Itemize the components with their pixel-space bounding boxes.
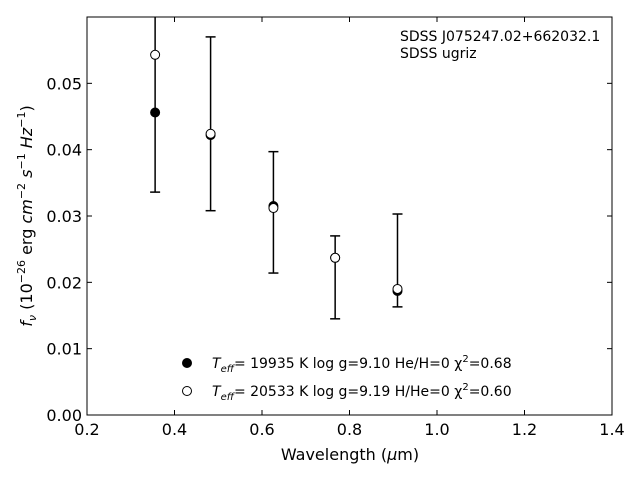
legend-marker-filled <box>182 358 192 368</box>
model-point-open <box>392 283 403 294</box>
x-tick-label: 0.6 <box>249 420 274 439</box>
y-tick-label: 0.00 <box>46 406 82 425</box>
model-point-open <box>150 49 161 60</box>
y-axis-label: fν (10−26 erg cm−2 s−1 Hz−1) <box>15 105 39 326</box>
x-axis: 0.2 0.4 0.6 0.8 1.0 1.2 1.4 <box>74 17 625 439</box>
model-point-open <box>205 128 216 139</box>
model-point-filled <box>150 107 161 118</box>
survey-annotation: SDSS ugriz <box>400 46 477 62</box>
legend: Teff= 19935 K log g=9.10 He/H=0 χ2=0.68 … <box>182 354 512 403</box>
y-tick-label: 0.01 <box>46 340 82 359</box>
chart-marks <box>150 17 403 320</box>
model-point-open <box>268 203 279 214</box>
y-axis: 0.00 0.01 0.02 0.03 0.04 0.05 <box>46 74 612 425</box>
x-tick-label: 1.0 <box>424 420 449 439</box>
object-name-annotation: SDSS J075247.02+662032.1 <box>400 29 600 45</box>
y-tick-label: 0.03 <box>46 207 82 226</box>
model-point-open <box>330 252 341 263</box>
x-tick-label: 1.2 <box>512 420 537 439</box>
x-tick-label: 0.2 <box>74 420 99 439</box>
x-tick-label: 1.4 <box>599 420 624 439</box>
legend-entry-open: Teff= 20533 K log g=9.19 H/He=0 χ2=0.60 <box>212 382 512 403</box>
y-tick-label: 0.04 <box>46 141 82 160</box>
x-tick-label: 0.4 <box>162 420 187 439</box>
legend-entry-filled: Teff= 19935 K log g=9.10 He/H=0 χ2=0.68 <box>212 354 512 375</box>
y-tick-label: 0.05 <box>46 74 82 93</box>
x-axis-label: Wavelength (μm) <box>281 445 419 464</box>
y-tick-label: 0.02 <box>46 273 82 292</box>
x-tick-label: 0.8 <box>337 420 362 439</box>
legend-marker-open <box>182 386 192 396</box>
